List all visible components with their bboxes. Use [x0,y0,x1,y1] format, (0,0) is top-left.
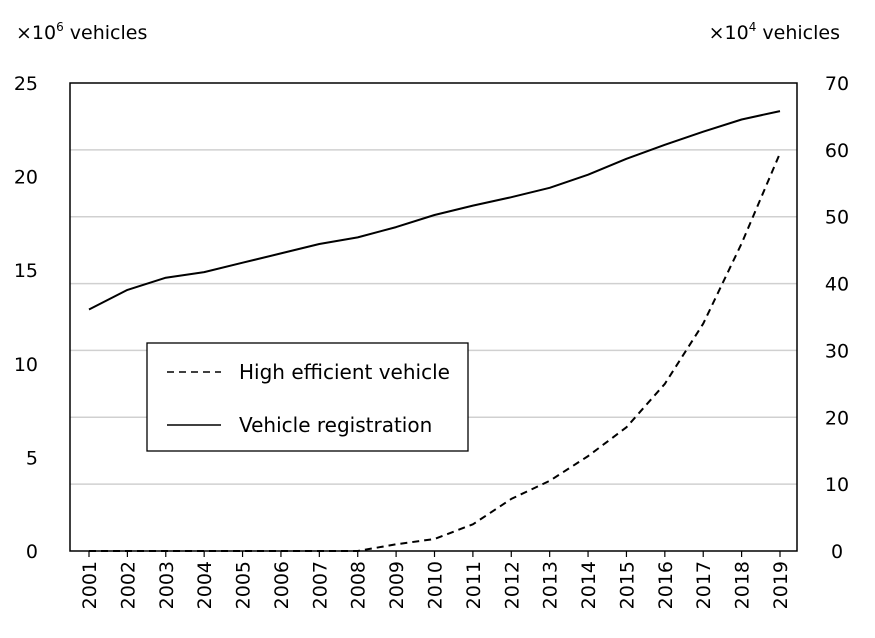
x-tick-label: 2017 [693,561,715,609]
x-tick-label: 2015 [616,561,638,609]
left-tick-label: 15 [14,260,38,282]
right-tick-label: 70 [825,73,849,95]
legend-label-high-efficient-vehicle: High efficient vehicle [239,360,450,384]
x-tick-label: 2013 [540,561,562,609]
series-line-high-efficient-vehicle [89,152,781,552]
left-axis-unit: ×106 vehicles [16,20,147,44]
x-tick-label: 2009 [386,561,408,609]
right-tick-label: 40 [825,274,849,296]
x-tick-label: 2010 [425,561,447,609]
x-tick-label: 2002 [117,561,139,609]
x-tick-label: 2001 [79,561,101,609]
left-tick-label: 10 [14,354,38,376]
left-tick-label: 20 [14,167,38,189]
right-tick-label: 0 [831,541,843,563]
x-tick-label: 2016 [655,561,677,609]
legend-box [146,342,469,452]
left-tick-label: 5 [26,447,38,469]
legend: High efficient vehicle Vehicle registrat… [146,342,469,452]
x-tick-label: 2005 [233,561,255,609]
x-axis-ticks: 2001 2002 2003 2004 2005 2006 2007 2008 2009 2010… [79,551,792,609]
left-tick-label: 0 [26,541,38,563]
x-tick-label: 2003 [156,561,178,609]
right-tick-label: 60 [825,140,849,162]
x-tick-label: 2006 [271,561,293,609]
x-tick-label: 2012 [501,561,523,609]
x-tick-label: 2004 [194,561,216,609]
left-axis-ticks: 0 5 10 15 20 25 [14,73,38,563]
right-tick-label: 50 [825,207,849,229]
x-tick-label: 2019 [770,561,792,609]
right-tick-label: 30 [825,340,849,362]
right-tick-label: 10 [825,474,849,496]
x-tick-label: 2014 [578,561,600,609]
x-tick-label: 2018 [732,561,754,609]
right-axis-unit: ×104 vehicles [709,20,840,44]
left-tick-label: 25 [14,73,38,95]
series-line-vehicle-registration [88,110,781,311]
legend-label-vehicle-registration: Vehicle registration [239,413,432,437]
right-axis-ticks: 0 10 20 30 40 50 60 70 [825,73,849,563]
x-tick-label: 2008 [348,561,370,609]
x-tick-label: 2007 [309,561,331,609]
right-tick-label: 20 [825,407,849,429]
series-lines [88,110,781,552]
x-tick-label: 2011 [463,561,485,609]
plot-frame [69,82,798,552]
